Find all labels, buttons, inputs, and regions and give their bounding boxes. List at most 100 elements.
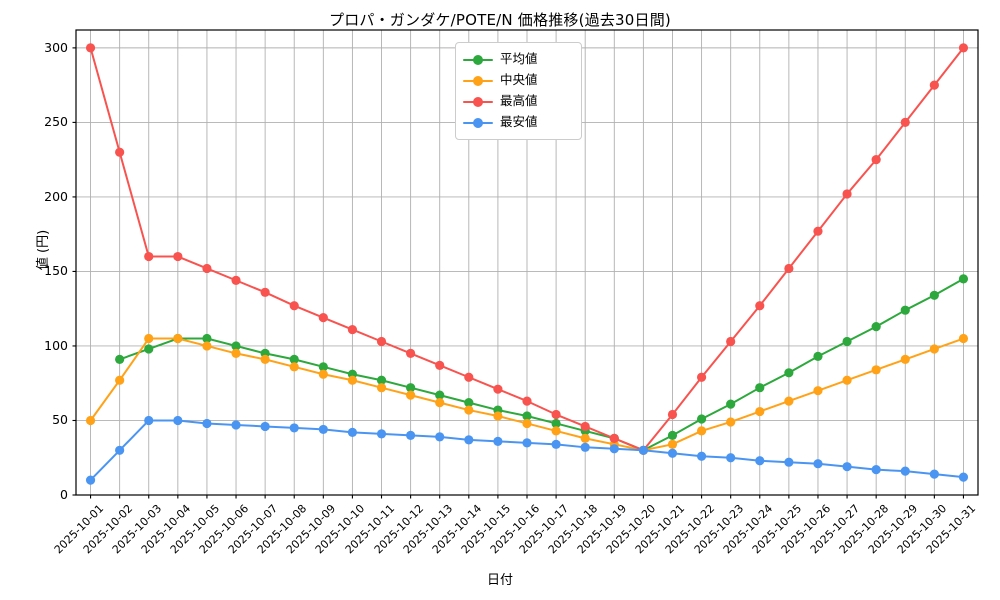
data-point bbox=[958, 43, 969, 53]
data-point bbox=[231, 348, 241, 359]
data-point bbox=[958, 472, 969, 482]
data-point bbox=[551, 439, 561, 449]
data-point bbox=[958, 333, 969, 344]
axis-ticks bbox=[72, 47, 965, 499]
data-point bbox=[929, 80, 939, 90]
chart-legend: 平均値中央値最高値最安値 bbox=[455, 42, 582, 140]
data-point bbox=[406, 348, 416, 359]
data-point bbox=[464, 398, 474, 408]
data-point bbox=[376, 375, 387, 385]
data-point bbox=[813, 459, 823, 469]
legend-item-4[interactable]: 最安値 bbox=[463, 112, 573, 133]
data-point bbox=[900, 354, 910, 364]
data-point bbox=[522, 438, 532, 448]
data-point bbox=[289, 423, 299, 433]
series-4 bbox=[85, 415, 969, 485]
data-point bbox=[85, 475, 96, 485]
data-point bbox=[144, 251, 154, 262]
data-point bbox=[755, 456, 765, 466]
legend-item-2[interactable]: 中央値 bbox=[463, 70, 573, 91]
data-point bbox=[435, 398, 445, 408]
data-point bbox=[871, 155, 881, 165]
data-point bbox=[260, 354, 270, 364]
data-point bbox=[580, 421, 590, 432]
data-point bbox=[464, 405, 474, 415]
data-point bbox=[260, 287, 270, 297]
data-point bbox=[609, 433, 619, 443]
data-point bbox=[871, 365, 881, 375]
data-point bbox=[493, 384, 503, 394]
data-point bbox=[755, 301, 765, 311]
legend-label: 最高値 bbox=[500, 93, 538, 109]
data-point bbox=[144, 333, 154, 344]
data-point bbox=[871, 465, 881, 475]
data-point bbox=[580, 442, 590, 452]
data-point bbox=[522, 396, 532, 406]
data-point bbox=[376, 336, 387, 347]
data-point bbox=[435, 390, 445, 400]
data-point bbox=[784, 396, 794, 406]
legend-marker-icon bbox=[463, 95, 493, 109]
data-point bbox=[318, 369, 328, 379]
data-point bbox=[784, 263, 794, 274]
y-tick-label: 100 bbox=[44, 337, 68, 353]
data-point bbox=[551, 418, 561, 429]
data-point bbox=[289, 362, 299, 372]
data-point bbox=[842, 375, 852, 385]
y-tick-label: 150 bbox=[44, 263, 68, 279]
series-3 bbox=[85, 43, 969, 455]
data-point bbox=[784, 457, 794, 467]
data-point bbox=[173, 333, 183, 344]
data-point bbox=[726, 417, 736, 427]
data-point bbox=[813, 226, 823, 236]
data-point bbox=[347, 427, 358, 437]
legend-item-1[interactable]: 平均値 bbox=[463, 49, 573, 70]
chart-title: プロパ・ガンダケ/POTE/N 価格推移(過去30日間) bbox=[329, 11, 671, 29]
data-point bbox=[318, 313, 328, 323]
data-point bbox=[929, 344, 939, 354]
data-point bbox=[406, 390, 416, 400]
data-point bbox=[231, 420, 241, 430]
data-point bbox=[173, 251, 183, 262]
data-point bbox=[231, 341, 241, 351]
legend-label: 平均値 bbox=[500, 51, 538, 67]
data-point bbox=[289, 354, 299, 364]
x-axis-label: 日付 bbox=[486, 573, 513, 588]
data-point bbox=[144, 415, 154, 426]
y-tick-label: 0 bbox=[60, 487, 68, 502]
data-point bbox=[696, 372, 707, 382]
data-point bbox=[667, 439, 678, 449]
data-point bbox=[464, 372, 474, 382]
data-point bbox=[115, 354, 125, 364]
data-point bbox=[609, 444, 619, 454]
data-point bbox=[85, 415, 96, 426]
data-point bbox=[115, 147, 125, 157]
data-point bbox=[115, 445, 125, 455]
data-point bbox=[202, 418, 212, 429]
data-point bbox=[755, 383, 765, 393]
data-point bbox=[435, 432, 445, 442]
data-point bbox=[726, 453, 736, 463]
legend-item-3[interactable]: 最高値 bbox=[463, 91, 573, 112]
y-tick-label: 50 bbox=[52, 412, 68, 428]
data-point bbox=[667, 448, 678, 458]
data-point bbox=[784, 368, 794, 378]
data-point bbox=[813, 351, 823, 361]
data-point bbox=[726, 399, 736, 409]
data-point bbox=[638, 445, 648, 455]
data-point bbox=[376, 429, 387, 439]
y-tick-label: 300 bbox=[44, 39, 68, 55]
data-point bbox=[289, 301, 299, 311]
y-tick-label: 250 bbox=[44, 114, 68, 130]
data-point bbox=[202, 341, 212, 351]
data-point bbox=[580, 433, 590, 443]
data-point bbox=[696, 451, 707, 461]
data-point bbox=[376, 383, 387, 393]
data-point bbox=[318, 424, 328, 435]
data-point bbox=[347, 324, 358, 335]
data-point bbox=[755, 406, 765, 417]
data-point bbox=[667, 409, 678, 420]
data-point bbox=[958, 274, 969, 284]
data-point bbox=[726, 336, 736, 347]
